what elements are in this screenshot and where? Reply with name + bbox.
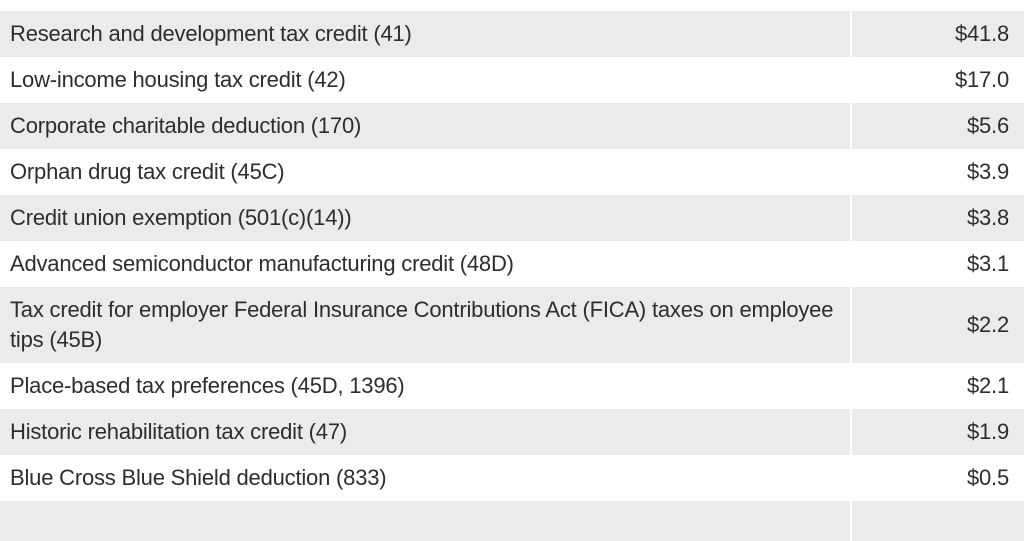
row-value: $1.9: [852, 409, 1024, 455]
table-row: Advanced semiconductor manufacturing cre…: [0, 241, 1024, 287]
row-value: $3.1: [852, 241, 1024, 287]
row-label: Tax credit for employer Federal Insuranc…: [0, 287, 850, 363]
table-row: Credit union exemption (501(c)(14)) $3.8: [0, 195, 1024, 241]
row-value: $3.9: [852, 149, 1024, 195]
row-label: Blue Cross Blue Shield deduction (833): [0, 455, 850, 501]
row-value: [852, 501, 1024, 541]
row-label: Low-income housing tax credit (42): [0, 57, 850, 103]
row-value: $5.6: [852, 103, 1024, 149]
table-row: Research and development tax credit (41)…: [0, 11, 1024, 57]
table-row-partial: [0, 501, 1024, 541]
row-value: $17.0: [852, 57, 1024, 103]
row-value: $2.2: [852, 287, 1024, 363]
row-label: Orphan drug tax credit (45C): [0, 149, 850, 195]
row-label: Place-based tax preferences (45D, 1396): [0, 363, 850, 409]
row-label: [0, 501, 850, 541]
row-label: Historic rehabilitation tax credit (47): [0, 409, 850, 455]
row-label: Credit union exemption (501(c)(14)): [0, 195, 850, 241]
row-label: Research and development tax credit (41): [0, 11, 850, 57]
row-value: $41.8: [852, 11, 1024, 57]
table-row: Corporate charitable deduction (170) $5.6: [0, 103, 1024, 149]
row-value: $2.1: [852, 363, 1024, 409]
table-row: Historic rehabilitation tax credit (47) $…: [0, 409, 1024, 455]
table-row: Blue Cross Blue Shield deduction (833) $0…: [0, 455, 1024, 501]
table-row: Place-based tax preferences (45D, 1396) $…: [0, 363, 1024, 409]
table-row: Low-income housing tax credit (42) $17.0: [0, 57, 1024, 103]
row-label: Advanced semiconductor manufacturing cre…: [0, 241, 850, 287]
table-row: Tax credit for employer Federal Insuranc…: [0, 287, 1024, 363]
row-value: $3.8: [852, 195, 1024, 241]
row-value: $0.5: [852, 455, 1024, 501]
row-label: Corporate charitable deduction (170): [0, 103, 850, 149]
table-row: Orphan drug tax credit (45C) $3.9: [0, 149, 1024, 195]
